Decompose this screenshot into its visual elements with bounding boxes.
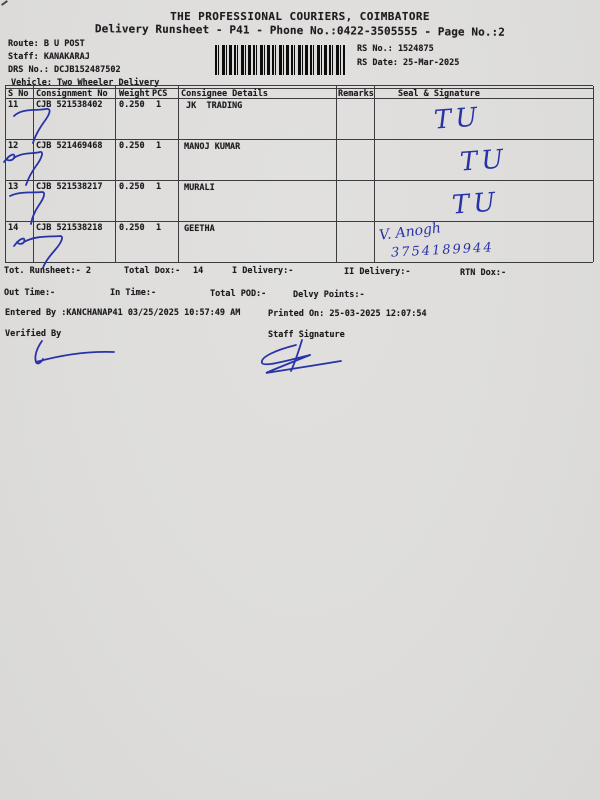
table-line	[593, 86, 594, 262]
cell-sno: 13	[8, 182, 19, 192]
table-line	[5, 85, 593, 86]
route-line: Route: B U POST	[8, 39, 85, 49]
handwritten-tick	[9, 191, 46, 225]
table-line	[33, 86, 34, 262]
company-title: THE PROFESSIONAL COURIERS, COIMBATORE	[170, 10, 430, 23]
handwritten-tick	[13, 235, 63, 269]
cell-weight: 0.250	[119, 141, 145, 151]
table-line	[5, 98, 593, 99]
cell-consignment: CJB 521469468	[36, 141, 103, 151]
cell-pcs: 1	[156, 223, 162, 233]
verified-by-label: Verified By	[5, 329, 62, 339]
cell-sno: 14	[8, 223, 19, 233]
col-header-consignment: Consignment No	[36, 89, 108, 99]
handwritten-phone-number: 3754189944	[390, 240, 495, 261]
col-header-seal: Seal & Signature	[398, 89, 480, 99]
cell-sno: 11	[8, 100, 19, 110]
table-line	[336, 86, 337, 262]
cell-consignment: CJB 521538218	[36, 223, 103, 233]
cell-consignee: GEETHA	[184, 224, 215, 234]
delvy-points-label: Delvy Points:-	[293, 290, 365, 300]
col-header-sno: S No	[8, 89, 29, 99]
total-pod-label: Total POD:-	[210, 289, 267, 299]
total-dox-value: 14	[193, 266, 204, 276]
cell-pcs: 1	[156, 100, 162, 110]
table-line	[5, 86, 6, 262]
table-line	[5, 221, 593, 222]
total-dox-label: Total Dox:-	[124, 266, 181, 276]
entered-by-line: Entered By :KANCHANAP41 03/25/2025 10:57…	[5, 308, 241, 318]
printed-on-line: Printed On: 25-03-2025 12:07:54	[268, 309, 427, 319]
table-line	[5, 180, 593, 181]
handwritten-seal-mark: TU	[433, 102, 483, 136]
cell-weight: 0.250	[119, 182, 145, 192]
cell-weight: 0.250	[119, 223, 145, 233]
handwritten-verified-mark	[34, 340, 115, 365]
cell-consignee: JK TRADING	[186, 101, 243, 111]
handwritten-staff-signature	[261, 339, 342, 374]
table-line	[5, 262, 593, 263]
table-line	[5, 139, 593, 140]
rtn-dox-label: RTN Dox:-	[460, 268, 507, 278]
cell-consignment: CJB 521538217	[36, 182, 103, 192]
cell-weight: 0.250	[119, 100, 145, 110]
handwritten-seal-mark: TU	[459, 144, 509, 178]
rs-no-line: RS No.: 1524875	[357, 44, 434, 54]
handwritten-seal-mark: TU	[451, 187, 501, 221]
handwritten-tick	[3, 151, 43, 186]
cell-pcs: 1	[156, 182, 162, 192]
out-time-label: Out Time:-	[4, 288, 56, 298]
table-line	[178, 86, 179, 262]
staff-line: Staff: KANAKARAJ	[8, 52, 90, 62]
runsheet-subtitle: Delivery Runsheet - P41 - Phone No.:0422…	[94, 22, 506, 39]
total-runsheet: Tot. Runsheet:- 2	[4, 266, 91, 276]
col-header-consignee: Consignee Details	[181, 89, 268, 99]
table-line	[5, 88, 593, 89]
table-line	[115, 86, 116, 262]
barcode	[215, 45, 345, 75]
vehicle-line: Vehicle: Two Wheeler Delivery	[11, 78, 160, 88]
rs-date-line: RS Date: 25-Mar-2025	[357, 58, 460, 68]
col-header-pcs: PCS	[152, 89, 168, 99]
handwritten-tick	[13, 108, 51, 144]
col-header-weight: Weight	[119, 89, 150, 99]
staff-signature-label: Staff Signature	[268, 330, 345, 340]
table-line	[374, 86, 375, 262]
drs-no-line: DRS No.: DCJB152487502	[8, 65, 121, 75]
handwritten-signature-name: V. Anogh	[378, 220, 442, 244]
col-header-remarks: Remarks	[338, 89, 374, 99]
in-time-label: In Time:-	[110, 288, 157, 298]
cell-sno: 12	[8, 141, 19, 151]
cell-consignment: CJB 521538402	[36, 100, 103, 110]
scan-artifact-mark	[1, 0, 8, 6]
ii-delivery-label: II Delivery:-	[344, 267, 411, 277]
cell-pcs: 1	[156, 141, 162, 151]
cell-consignee: MANOJ KUMAR	[184, 142, 241, 152]
i-delivery-label: I Delivery:-	[232, 266, 294, 276]
cell-consignee: MURALI	[184, 183, 215, 193]
